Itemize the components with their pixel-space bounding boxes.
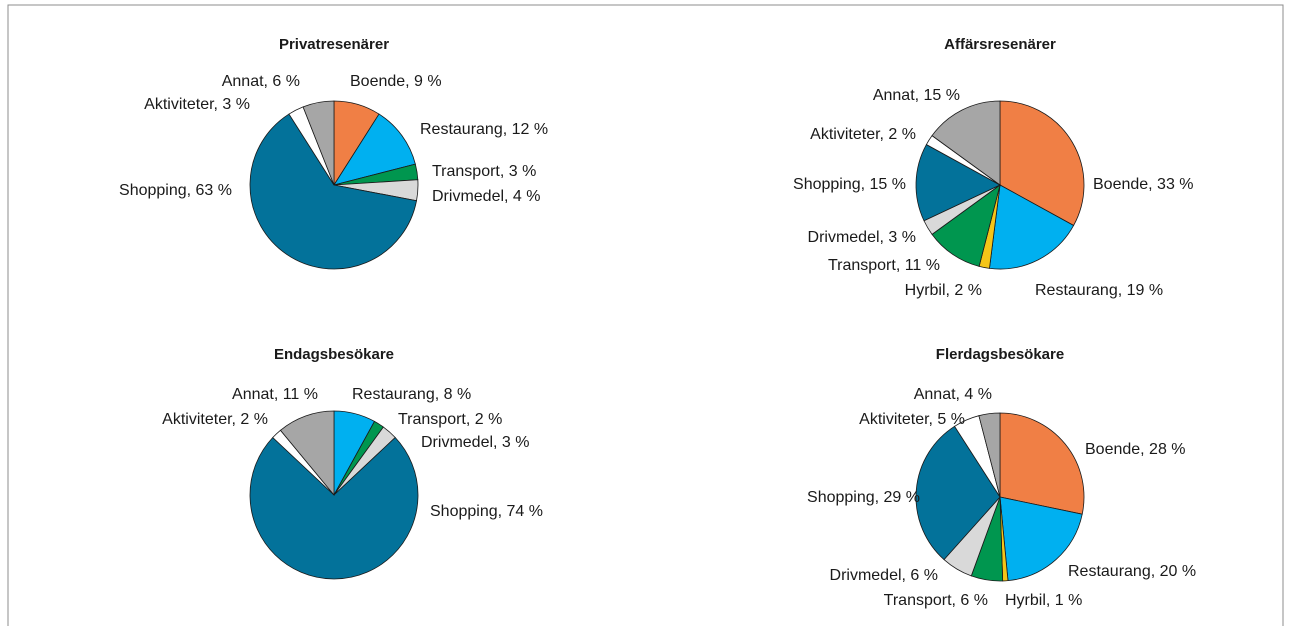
slice-label: Aktiviteter, 5 % xyxy=(859,411,965,428)
pie-slice xyxy=(978,412,1001,498)
slice-label: Transport, 11 % xyxy=(828,257,940,274)
slice-label: Aktiviteter, 2 % xyxy=(162,411,268,428)
slice-label: Aktiviteter, 2 % xyxy=(810,126,916,143)
pie-slice xyxy=(999,100,1085,227)
slice-label: Restaurang, 12 % xyxy=(420,121,548,138)
slice-label: Drivmedel, 4 % xyxy=(432,188,540,205)
slice-label: Boende, 28 % xyxy=(1085,441,1186,458)
slice-label: Shopping, 74 % xyxy=(430,503,543,520)
slice-label: Hyrbil, 2 % xyxy=(905,282,982,299)
chart-title: Privatresenärer xyxy=(279,36,389,53)
slice-label: Boende, 33 % xyxy=(1093,176,1194,193)
slice-label: Drivmedel, 6 % xyxy=(830,567,938,584)
pie-slice xyxy=(249,436,419,580)
slice-label: Restaurang, 19 % xyxy=(1035,282,1163,299)
slice-label: Transport, 6 % xyxy=(884,592,988,609)
pie-slice xyxy=(249,113,417,270)
slice-label: Drivmedel, 3 % xyxy=(808,229,916,246)
pie-slice xyxy=(279,410,335,497)
slice-label: Annat, 15 % xyxy=(873,87,960,104)
pie-slice xyxy=(333,113,416,186)
slice-label: Shopping, 63 % xyxy=(119,182,232,199)
chart-title: Flerdagsbesökare xyxy=(936,346,1064,363)
pie-slice xyxy=(999,496,1083,582)
slice-label: Annat, 6 % xyxy=(222,73,300,90)
slice-label: Annat, 4 % xyxy=(914,386,992,403)
slice-label: Shopping, 29 % xyxy=(807,489,920,506)
pie-slice xyxy=(915,143,1001,222)
pie-slice xyxy=(989,184,1075,270)
slice-label: Transport, 2 % xyxy=(398,411,502,428)
pie-slice xyxy=(999,412,1085,515)
pie-slice xyxy=(302,100,335,186)
slice-label: Drivmedel, 3 % xyxy=(421,434,529,451)
slice-label: Aktiviteter, 3 % xyxy=(144,96,250,113)
frame xyxy=(7,4,1284,626)
pie-slice xyxy=(931,100,1001,186)
slice-label: Boende, 9 % xyxy=(350,73,442,90)
slice-label: Restaurang, 20 % xyxy=(1068,563,1196,580)
pie-slice xyxy=(915,425,1001,561)
slice-label: Restaurang, 8 % xyxy=(352,386,471,403)
slice-label: Annat, 11 % xyxy=(232,386,318,403)
slice-label: Transport, 3 % xyxy=(432,163,536,180)
chart-title: Affärsresenärer xyxy=(944,36,1056,53)
chart-title: Endagsbesökare xyxy=(274,346,394,363)
slice-label: Shopping, 15 % xyxy=(793,176,906,193)
slice-label: Hyrbil, 1 % xyxy=(1005,592,1082,609)
